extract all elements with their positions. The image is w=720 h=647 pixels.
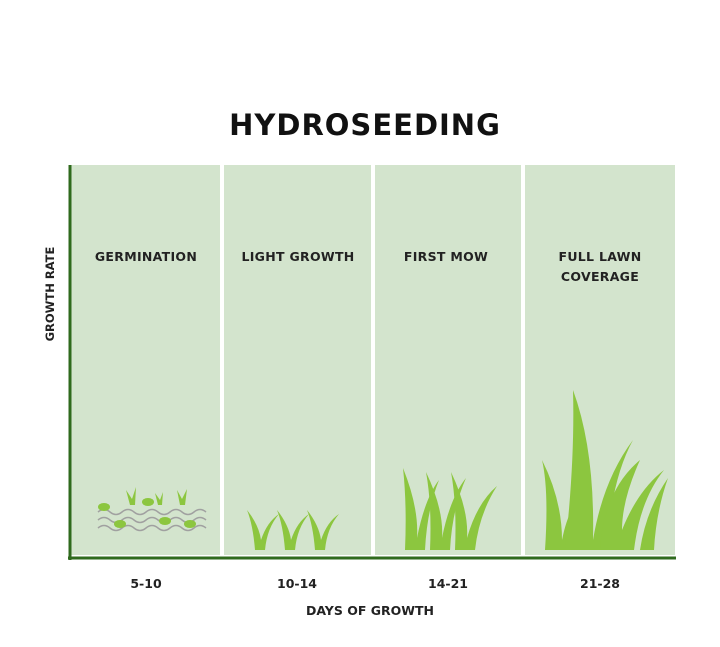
grass-full [542,390,668,550]
days-label: 21-28 [580,576,620,591]
stage-label: GERMINATION [94,249,198,264]
stage-label: LIGHT GROWTH [241,249,355,264]
y-axis-label: GROWTH RATE [43,246,57,342]
panel [224,165,371,555]
grass-light [247,510,339,550]
days-label: 10-14 [277,576,317,591]
title: HYDROSEEDING [229,108,501,142]
days-label: 5-10 [130,576,162,591]
x-axis-label: DAYS OF GROWTH [305,603,435,618]
stage-label: FIRST MOW [403,249,489,264]
stage-label: FULL LAWN COVERAGE [558,249,642,284]
grass-mow [403,468,497,550]
seeds [98,487,196,528]
days-label: 14-21 [428,576,468,591]
panel [375,165,521,555]
panel [70,165,220,555]
